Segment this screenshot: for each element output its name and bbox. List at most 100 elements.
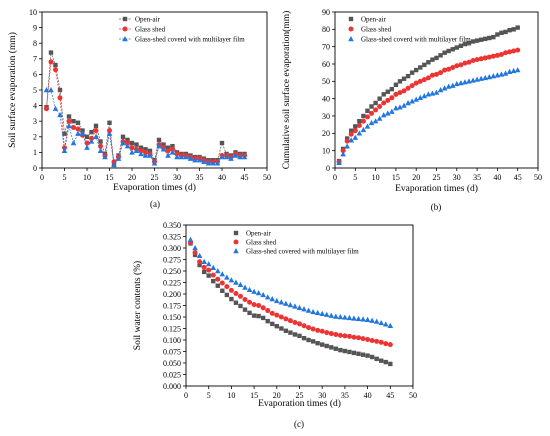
- data-point: [57, 87, 63, 93]
- chart-a-x-axis-label: Evaporation times (d): [113, 182, 196, 193]
- data-point: [238, 303, 243, 309]
- data-point: [373, 100, 378, 106]
- legend-marker: [233, 248, 239, 254]
- data-point: [511, 27, 516, 32]
- data-point: [97, 147, 104, 154]
- data-point: [378, 339, 384, 345]
- data-point: [462, 79, 468, 85]
- data-point: [474, 76, 480, 82]
- data-point: [247, 310, 252, 316]
- data-point: [381, 100, 387, 106]
- chart-b-x-ticks: 0 5 10 15 20 25 30 35 40 45 50: [333, 168, 542, 182]
- data-point: [278, 299, 285, 305]
- data-point: [507, 49, 513, 55]
- chart-c-x-axis-label: Evaporation times (d): [258, 398, 341, 409]
- x-tick-label: 25: [296, 391, 304, 400]
- data-point: [228, 277, 235, 283]
- data-point: [487, 35, 492, 41]
- y-tick-label: 50: [322, 77, 330, 86]
- data-point: [205, 261, 212, 267]
- y-tick-label: 8: [33, 39, 37, 48]
- data-point: [373, 107, 379, 113]
- y-tick-label: 0.025: [163, 370, 181, 379]
- data-point: [364, 316, 371, 322]
- data-point: [142, 152, 149, 158]
- data-point: [458, 80, 464, 86]
- data-point: [378, 319, 385, 326]
- x-tick-label: 35: [196, 173, 204, 182]
- data-point: [219, 140, 225, 146]
- data-point: [490, 53, 496, 59]
- data-point: [88, 138, 95, 144]
- data-point: [53, 67, 58, 73]
- data-point: [44, 106, 49, 112]
- legend-entry: Open-air: [135, 16, 161, 24]
- data-point: [251, 302, 257, 308]
- legend-entry: Glass shed: [246, 239, 277, 247]
- data-point: [178, 154, 185, 160]
- data-point: [418, 65, 423, 70]
- data-point: [89, 129, 94, 135]
- x-tick-label: 30: [453, 173, 461, 182]
- x-tick-label: 40: [218, 173, 226, 182]
- data-point: [274, 297, 280, 304]
- legend-marker: [233, 230, 239, 236]
- x-tick-label: 25: [433, 173, 441, 182]
- data-point: [61, 147, 68, 154]
- data-point: [466, 59, 472, 65]
- data-point: [422, 62, 427, 68]
- data-point: [389, 108, 395, 114]
- legend-entry: Glass-shed coverd with multilayer film: [361, 36, 471, 44]
- data-point: [450, 47, 455, 52]
- x-tick-label: 30: [173, 173, 181, 182]
- data-point: [196, 252, 203, 259]
- chart-b-svg: 0 5 10 15 20 25 30 35 40 45 50 0 10 20 30 40 50 60 70 80 90 E…: [281, 8, 542, 212]
- data-point: [247, 299, 253, 305]
- x-tick-label: 45: [386, 391, 394, 400]
- data-point: [287, 318, 293, 324]
- data-point: [324, 330, 330, 336]
- data-point: [187, 155, 194, 161]
- x-tick-label: 15: [392, 173, 400, 182]
- data-point: [156, 137, 162, 143]
- legend-marker: [122, 36, 128, 42]
- data-point: [515, 47, 521, 53]
- data-point: [336, 159, 342, 165]
- data-point: [380, 112, 387, 118]
- data-point: [445, 83, 452, 89]
- data-point: [374, 356, 379, 362]
- data-point: [348, 131, 354, 137]
- data-point: [138, 145, 144, 150]
- data-point: [237, 281, 244, 287]
- data-point: [405, 73, 411, 79]
- y-tick-label: 30: [322, 112, 330, 121]
- data-point: [360, 336, 366, 342]
- data-point: [70, 140, 77, 146]
- data-point: [365, 108, 370, 113]
- data-point: [292, 332, 298, 337]
- series-c-0: [188, 241, 393, 367]
- data-point: [344, 138, 350, 144]
- data-point: [214, 268, 221, 274]
- data-point: [156, 143, 162, 149]
- data-point: [301, 335, 307, 341]
- data-point: [210, 160, 216, 166]
- data-point: [474, 57, 480, 63]
- data-point: [405, 85, 411, 91]
- data-point: [454, 80, 460, 87]
- series-b-2: [336, 67, 521, 165]
- data-point: [387, 342, 393, 348]
- data-point: [255, 290, 262, 296]
- data-point: [499, 30, 504, 35]
- data-point: [260, 291, 266, 298]
- data-point: [491, 34, 496, 40]
- data-point: [192, 250, 198, 256]
- data-point: [71, 124, 76, 130]
- series-c-2: [187, 236, 394, 328]
- data-point: [215, 283, 220, 288]
- data-point: [446, 48, 451, 54]
- data-point: [401, 76, 407, 81]
- data-point: [220, 288, 225, 293]
- data-point: [75, 120, 81, 125]
- series-a-2: [43, 87, 248, 168]
